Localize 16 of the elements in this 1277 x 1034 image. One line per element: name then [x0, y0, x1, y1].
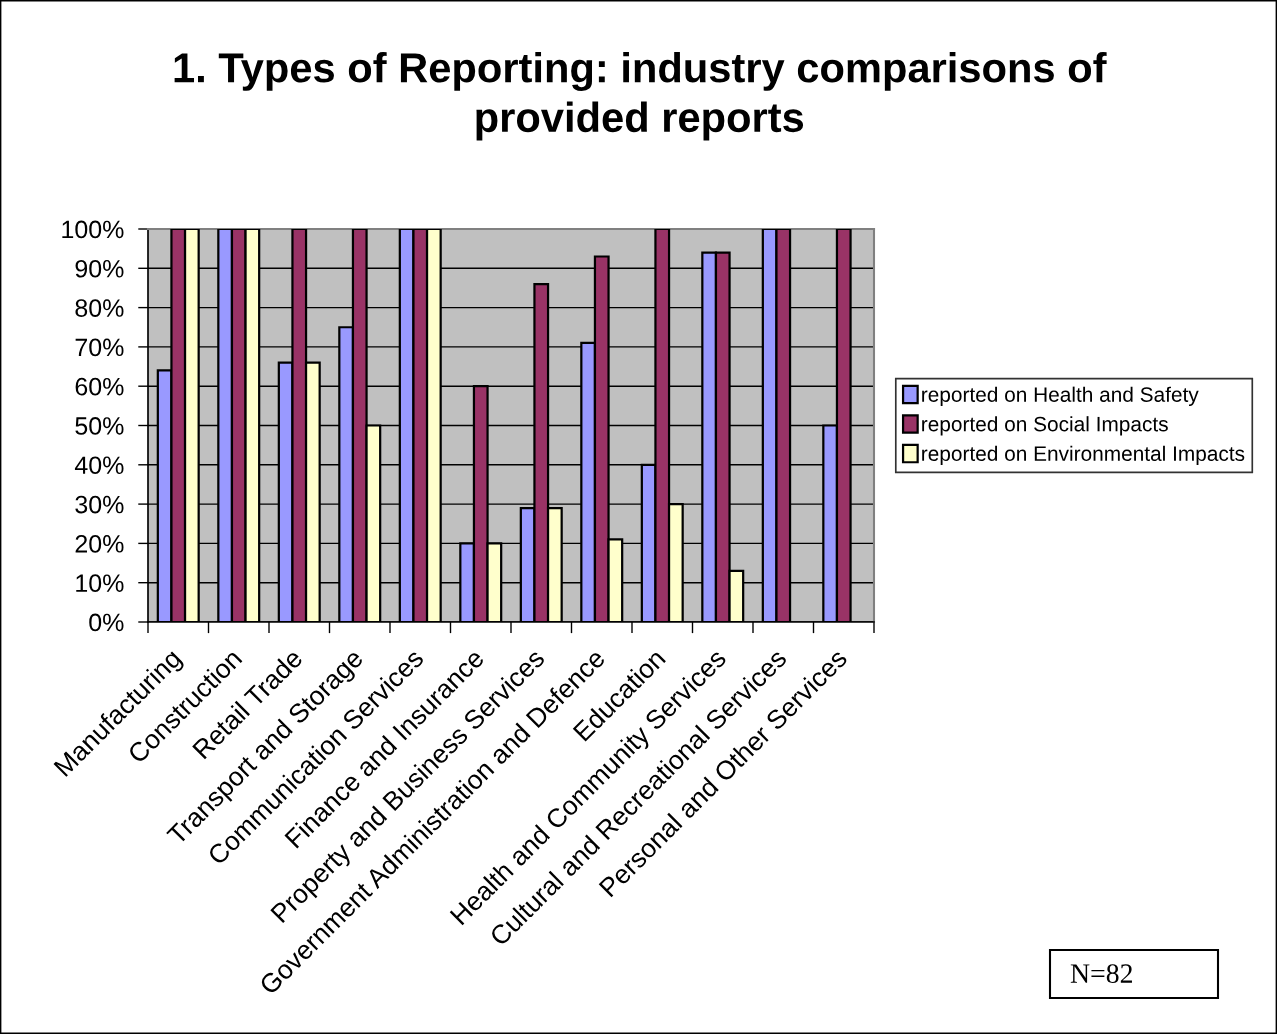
y-tick-label: 90%	[75, 259, 124, 278]
y-tick-label: 70%	[75, 338, 124, 357]
y-tick-label: 60%	[75, 377, 124, 396]
y-tick-label: 40%	[74, 456, 124, 475]
legend-label: reported on Health and Safety	[922, 386, 1199, 407]
y-tick-label: 0%	[89, 613, 124, 632]
chart-title: 1. Types of Reporting: industry comparisons of provided reports	[174, 52, 1107, 141]
legend-label: reported on Social Impacts	[922, 416, 1168, 436]
text: N=82	[1070, 964, 1132, 983]
y-tick-label: 100%	[62, 220, 124, 239]
y-tick-label: 50%	[75, 417, 124, 435]
legend-label: reported on Environmental Impacts	[922, 445, 1245, 466]
y-tick-label: 80%	[75, 299, 124, 317]
y-tick-label: 30%	[75, 495, 124, 514]
y-tick-label: 10%	[76, 574, 124, 592]
y-tick-label: 20%	[75, 535, 124, 553]
